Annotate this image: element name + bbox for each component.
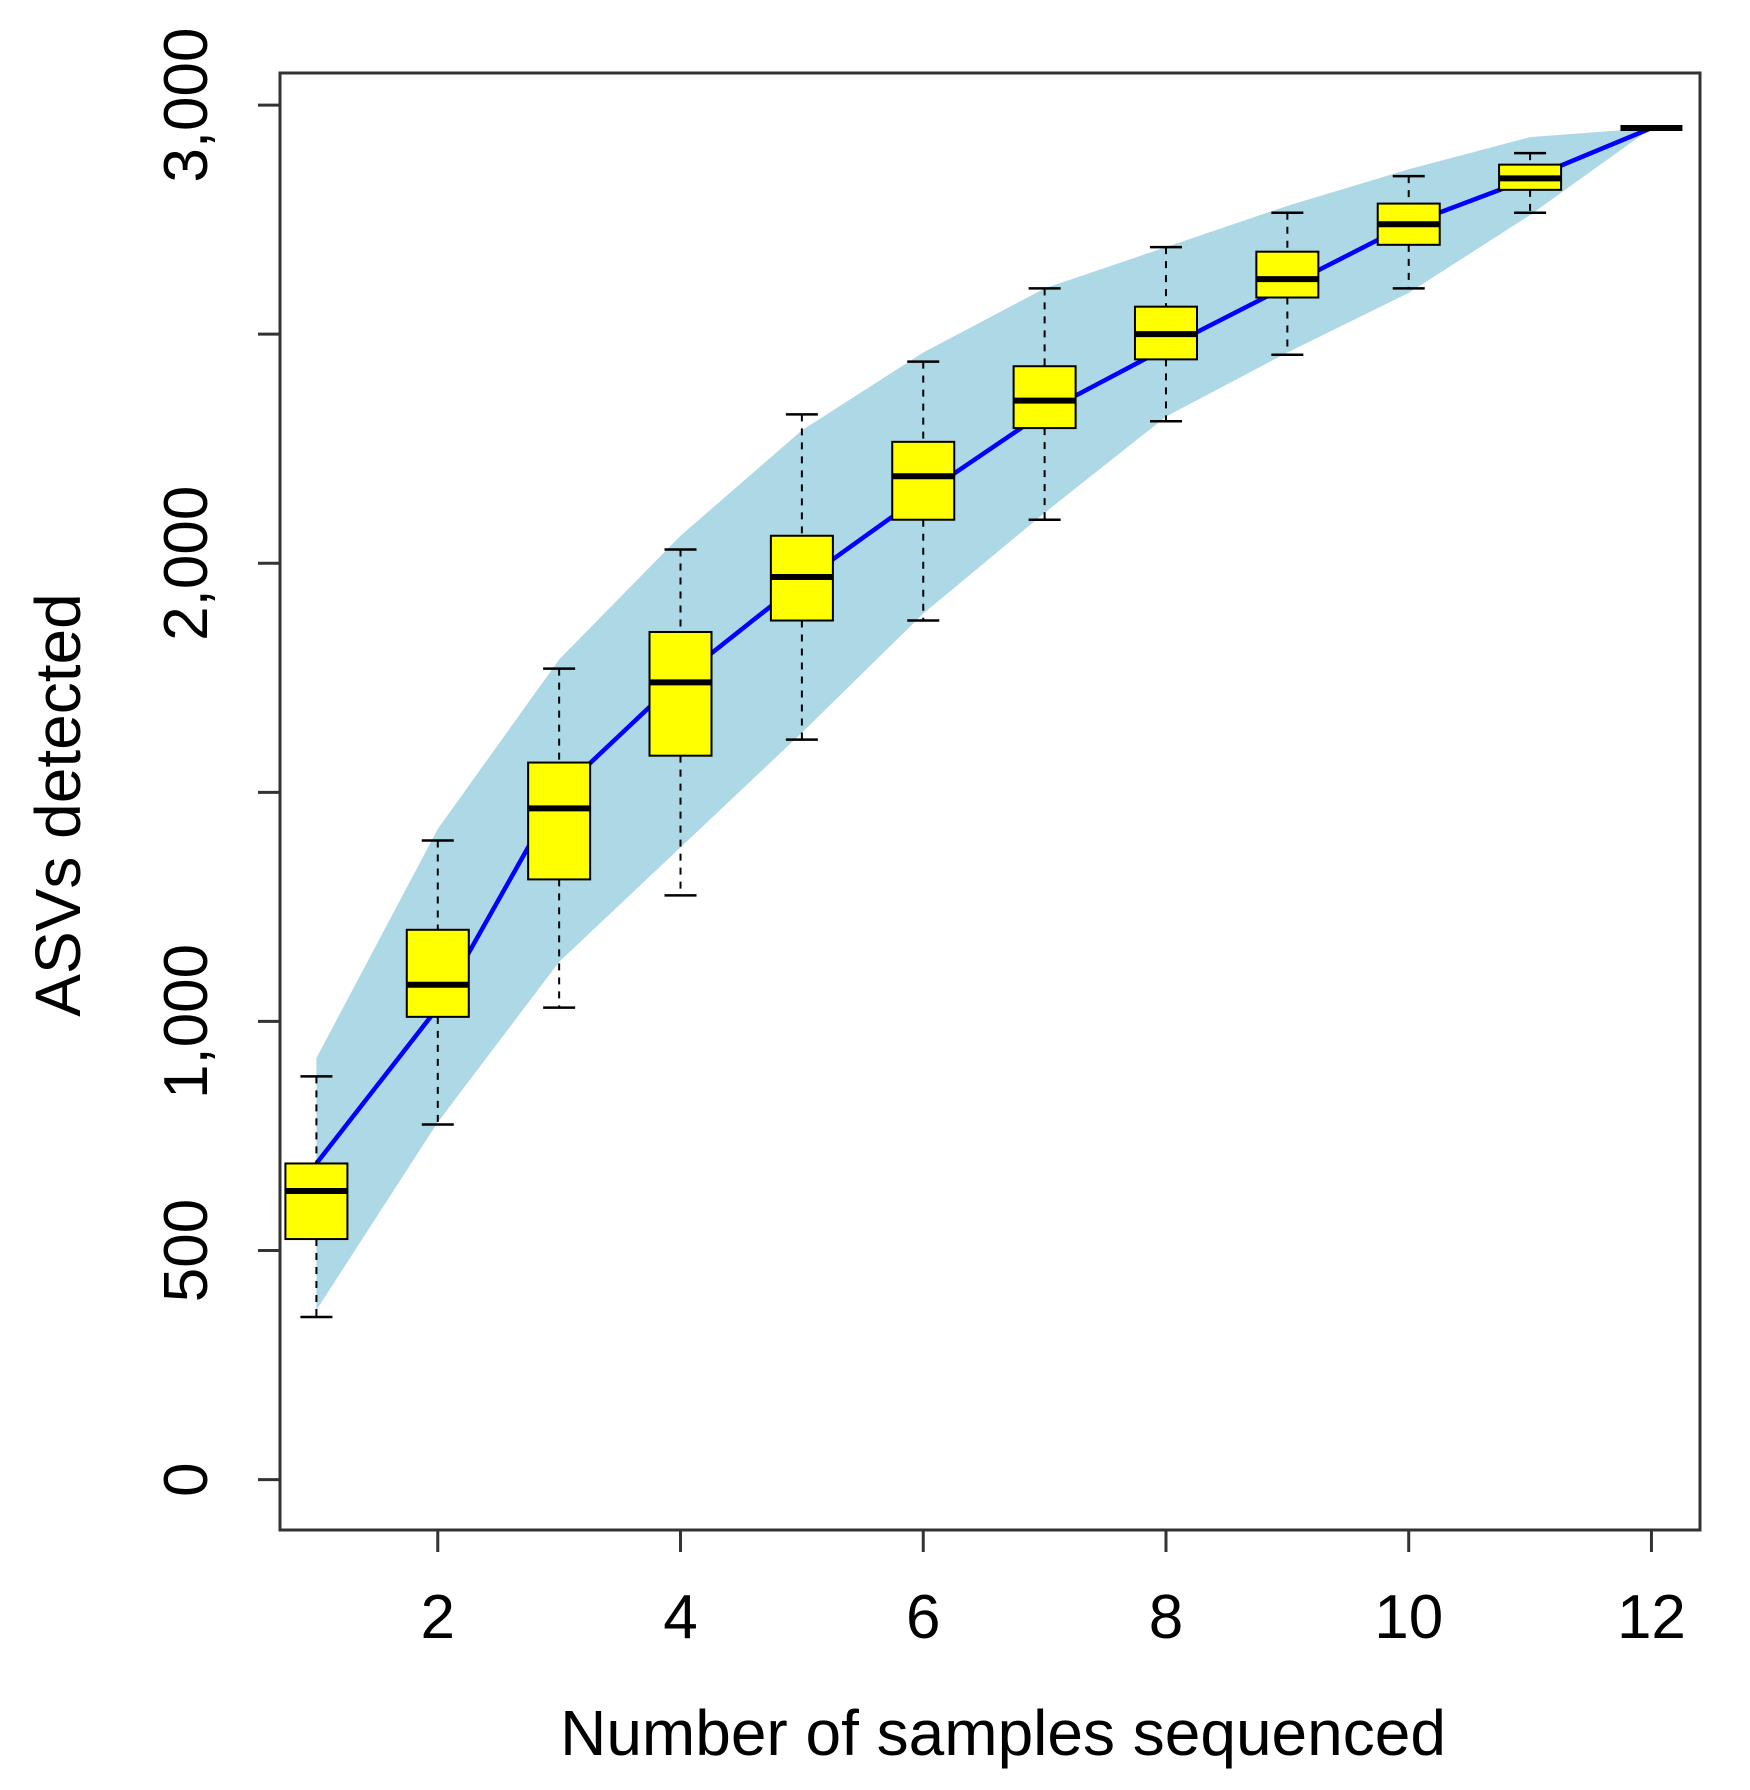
- iqr-box: [648, 630, 713, 757]
- iqr-box: [891, 440, 956, 521]
- iqr-box: [1012, 365, 1077, 430]
- boxplot-3: [527, 667, 592, 1009]
- boxplot-8: [1133, 245, 1198, 423]
- x-tick-label: 8: [1149, 1583, 1183, 1652]
- boxplot-5: [769, 413, 834, 741]
- boxplot-2: [405, 839, 470, 1126]
- range-band: [316, 127, 1652, 1311]
- y-tick-label: 500: [152, 1199, 221, 1302]
- boxplot-7: [1012, 287, 1077, 521]
- y-axis-title: ASVs detected: [22, 593, 94, 1016]
- y-tick-label: 3,000: [152, 27, 221, 182]
- x-tick-label: 2: [421, 1583, 455, 1652]
- y-tick-label: 1,000: [152, 944, 221, 1099]
- y-tick-label: 2,000: [152, 486, 221, 641]
- boxplot-4: [648, 548, 713, 897]
- y-axis: 0 500 1,000 2,000 3,000: [152, 27, 282, 1497]
- iqr-box: [1255, 250, 1320, 299]
- boxplot-10: [1376, 174, 1441, 290]
- x-axis: 2 4 6 8 10 12: [421, 1528, 1686, 1652]
- x-tick-label: 12: [1617, 1583, 1686, 1652]
- boxplot-9: [1255, 211, 1320, 357]
- iqr-box: [405, 928, 470, 1018]
- x-tick-label: 4: [663, 1583, 697, 1652]
- boxplot-11: [1498, 151, 1563, 214]
- confidence-band-layer: [316, 127, 1652, 1311]
- x-tick-label: 10: [1374, 1583, 1443, 1652]
- iqr-box: [527, 761, 592, 881]
- boxplot-6: [891, 360, 956, 622]
- boxplot-1: [284, 1075, 349, 1319]
- x-axis-title: Number of samples sequenced: [560, 1697, 1446, 1769]
- x-tick-label: 6: [906, 1583, 940, 1652]
- iqr-box: [284, 1162, 349, 1241]
- y-tick-label: 0: [152, 1462, 221, 1496]
- boxplots-layer: [284, 124, 1683, 1319]
